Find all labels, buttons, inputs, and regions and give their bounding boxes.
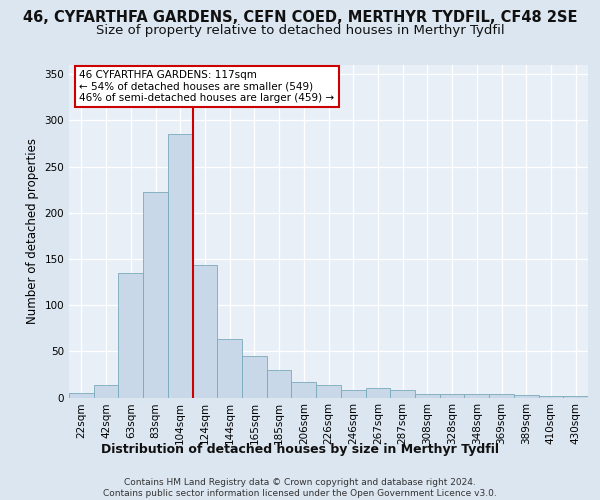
Bar bbox=[440, 394, 464, 398]
Bar bbox=[292, 382, 316, 398]
Text: Contains HM Land Registry data © Crown copyright and database right 2024.
Contai: Contains HM Land Registry data © Crown c… bbox=[103, 478, 497, 498]
Bar bbox=[341, 390, 365, 398]
Bar bbox=[168, 134, 193, 398]
Bar bbox=[267, 370, 292, 398]
Text: 46, CYFARTHFA GARDENS, CEFN COED, MERTHYR TYDFIL, CF48 2SE: 46, CYFARTHFA GARDENS, CEFN COED, MERTHY… bbox=[23, 10, 577, 25]
Bar bbox=[415, 394, 440, 398]
Text: Size of property relative to detached houses in Merthyr Tydfil: Size of property relative to detached ho… bbox=[95, 24, 505, 37]
Bar bbox=[94, 384, 118, 398]
Bar bbox=[69, 393, 94, 398]
Bar bbox=[316, 386, 341, 398]
Bar bbox=[464, 394, 489, 398]
Bar bbox=[193, 266, 217, 398]
Bar bbox=[563, 396, 588, 398]
Text: 46 CYFARTHFA GARDENS: 117sqm
← 54% of detached houses are smaller (549)
46% of s: 46 CYFARTHFA GARDENS: 117sqm ← 54% of de… bbox=[79, 70, 335, 103]
Y-axis label: Number of detached properties: Number of detached properties bbox=[26, 138, 39, 324]
Bar bbox=[514, 394, 539, 398]
Text: Distribution of detached houses by size in Merthyr Tydfil: Distribution of detached houses by size … bbox=[101, 442, 499, 456]
Bar bbox=[118, 273, 143, 398]
Bar bbox=[217, 340, 242, 398]
Bar bbox=[539, 396, 563, 398]
Bar bbox=[489, 394, 514, 398]
Bar bbox=[365, 388, 390, 398]
Bar bbox=[390, 390, 415, 398]
Bar bbox=[242, 356, 267, 398]
Bar bbox=[143, 192, 168, 398]
